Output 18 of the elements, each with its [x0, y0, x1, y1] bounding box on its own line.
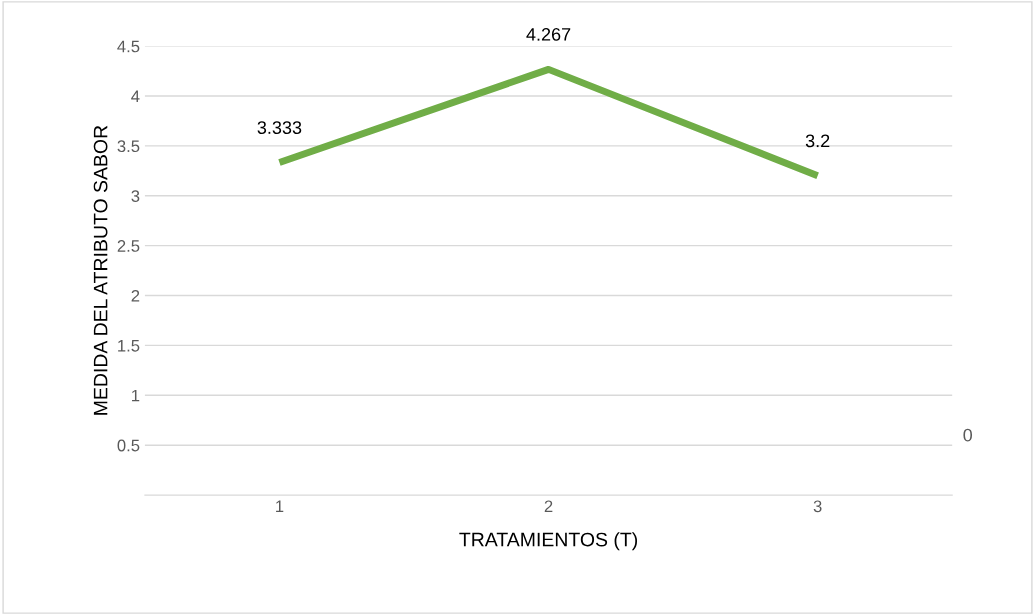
- data-label: 3.333: [257, 121, 302, 134]
- x-axis-title: TRATAMIENTOS (T): [459, 532, 638, 551]
- data-label: 4.267: [526, 28, 571, 41]
- y-tick-label: 1: [132, 389, 140, 402]
- x-tick-label: 2: [544, 500, 553, 513]
- y-tick-label: 2: [131, 289, 140, 302]
- y-tick-label: 2.5: [117, 240, 140, 252]
- y-tick-label: 4.5: [117, 40, 140, 53]
- y-tick-label: 1.5: [118, 340, 140, 352]
- x-tick-label: 3: [813, 500, 822, 513]
- x-tick-label: 1: [276, 500, 284, 513]
- y-tick-label: 4: [131, 90, 140, 103]
- data-label: 3.2: [805, 134, 830, 148]
- y-axis-title: MEDIDA DEL ATRIBUTO SABOR: [93, 125, 108, 415]
- y-tick-label: 0.5: [117, 439, 140, 452]
- text: 0: [963, 428, 973, 442]
- y-tick-label: 3: [131, 190, 140, 202]
- y-tick-label: 3.5: [117, 140, 140, 153]
